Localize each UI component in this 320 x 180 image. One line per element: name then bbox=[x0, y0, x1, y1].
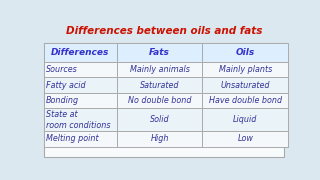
Text: State at
room conditions: State at room conditions bbox=[46, 110, 111, 130]
Bar bbox=[44, 43, 117, 62]
Text: Have double bond: Have double bond bbox=[209, 96, 282, 105]
Bar bbox=[44, 62, 117, 77]
Text: Solid: Solid bbox=[150, 115, 170, 124]
Text: Melting point: Melting point bbox=[46, 134, 99, 143]
Text: Differences between oils and fats: Differences between oils and fats bbox=[66, 26, 262, 37]
Text: High: High bbox=[150, 134, 169, 143]
Bar bbox=[203, 93, 288, 108]
Bar bbox=[44, 93, 117, 108]
Text: Sources: Sources bbox=[46, 65, 78, 74]
Bar bbox=[203, 108, 288, 131]
Bar bbox=[44, 131, 117, 147]
Bar bbox=[203, 62, 288, 77]
Bar bbox=[117, 62, 203, 77]
Text: Fatty acid: Fatty acid bbox=[46, 81, 86, 90]
Text: Low: Low bbox=[237, 134, 253, 143]
Bar bbox=[203, 131, 288, 147]
Text: Unsaturated: Unsaturated bbox=[220, 81, 270, 90]
Text: Mainly animals: Mainly animals bbox=[130, 65, 189, 74]
Bar bbox=[117, 93, 203, 108]
Bar bbox=[117, 131, 203, 147]
Text: Fats: Fats bbox=[149, 48, 170, 57]
Bar bbox=[203, 77, 288, 93]
Bar bbox=[44, 77, 117, 93]
Text: No double bond: No double bond bbox=[128, 96, 191, 105]
Text: Differences: Differences bbox=[51, 48, 109, 57]
Text: Mainly plants: Mainly plants bbox=[219, 65, 272, 74]
Text: Bonding: Bonding bbox=[46, 96, 79, 105]
Bar bbox=[203, 43, 288, 62]
Bar bbox=[44, 108, 117, 131]
Bar bbox=[117, 43, 203, 62]
Bar bbox=[117, 77, 203, 93]
Bar bbox=[44, 43, 284, 158]
Text: Liquid: Liquid bbox=[233, 115, 257, 124]
Text: Oils: Oils bbox=[236, 48, 255, 57]
Bar bbox=[117, 108, 203, 131]
Text: Saturated: Saturated bbox=[140, 81, 180, 90]
